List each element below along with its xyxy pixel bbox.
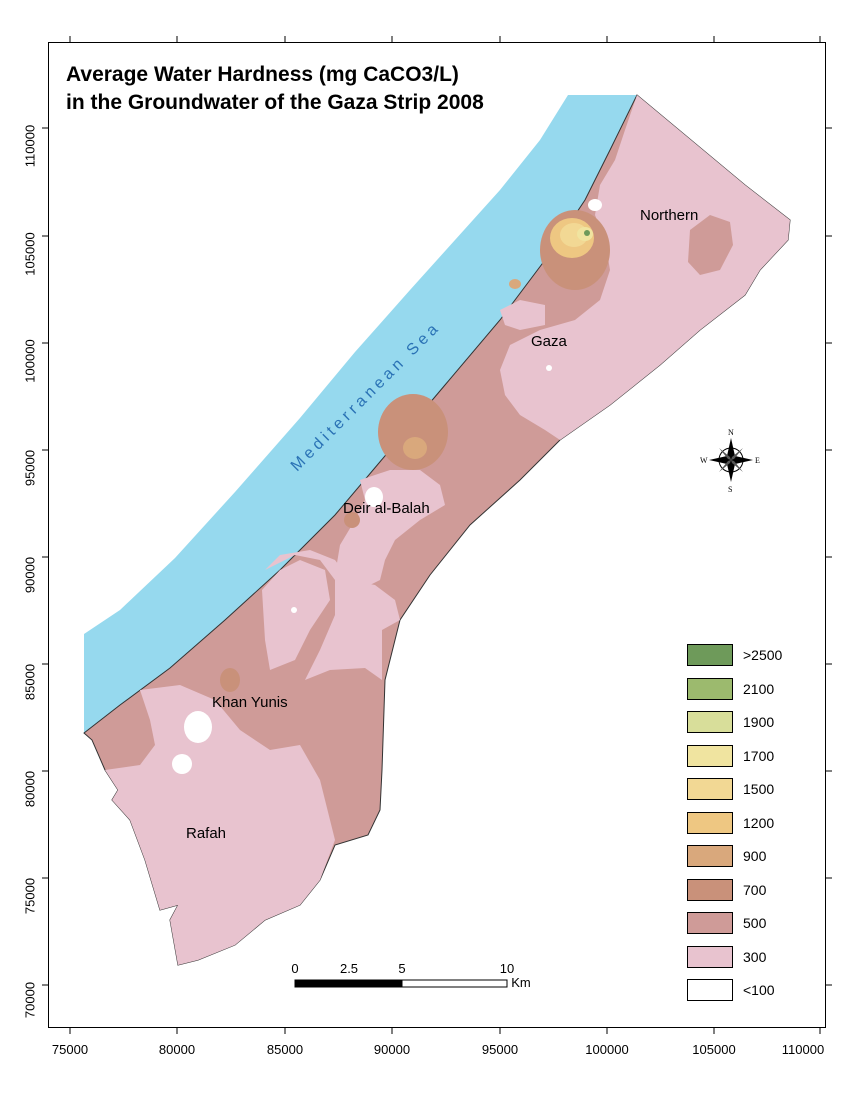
x-axis-label: 85000: [266, 1042, 304, 1057]
zone-100-deir: [365, 487, 383, 507]
zone-900-middle: [403, 437, 427, 459]
legend-label: >2500: [743, 647, 783, 663]
place-gaza: Gaza: [531, 333, 567, 350]
zone-300-middle: [335, 470, 445, 590]
axis-ticks: [42, 36, 832, 1034]
x-axis-label: 110000: [781, 1042, 825, 1057]
legend-label: <100: [743, 982, 775, 998]
zone-700-khan: [220, 668, 240, 692]
legend-swatch: [687, 979, 733, 1001]
zone-300-north-small: [500, 300, 545, 330]
y-axis-label: 80000: [22, 770, 38, 808]
place-northern: Northern: [640, 207, 699, 224]
legend-label: 1500: [743, 781, 775, 797]
compass-w: W: [700, 456, 708, 465]
legend-swatch: [687, 845, 733, 867]
zone-900-small-north: [509, 279, 521, 289]
place-rafah: Rafah: [186, 825, 227, 842]
y-axis-label: 75000: [22, 877, 38, 915]
x-axis-label: 80000: [158, 1042, 196, 1057]
y-axis-label: 100000: [22, 339, 38, 383]
legend-label: 300: [743, 948, 767, 965]
zone-100-rafah: [172, 754, 192, 774]
y-axis-label: 105000: [22, 232, 38, 276]
legend-label: 1200: [743, 814, 775, 831]
legend-swatch: [687, 878, 733, 901]
zone-100-mid-dot: [291, 607, 297, 613]
zone-300-south: [105, 685, 335, 965]
x-axis-label: 105000: [692, 1042, 736, 1057]
y-axis-label: 85000: [22, 663, 38, 701]
zone-700-middle: [378, 394, 448, 470]
map-title-line1: Average Water Hardness (mg CaCO3/L): [66, 63, 459, 86]
legend-swatch: [687, 778, 733, 800]
legend-swatch: [687, 711, 733, 733]
scale-tick-0: 0: [291, 961, 299, 976]
compass-s: S: [728, 485, 732, 494]
legend-swatch: [687, 677, 733, 700]
map-title-line2: in the Groundwater of the Gaza Strip 200…: [66, 91, 484, 114]
compass-rose-icon: N S E W: [700, 428, 760, 494]
compass-e: E: [755, 456, 760, 465]
legend-swatch: [687, 811, 733, 834]
legend-swatch: [687, 912, 733, 934]
scale-tick-10: 10: [499, 961, 515, 976]
legend-swatch: [687, 945, 733, 968]
scale-tick-5: 5: [398, 961, 406, 976]
zone-300-northeast: [500, 95, 790, 440]
legend-label: 1700: [743, 747, 775, 764]
zone-100-khan: [184, 711, 212, 743]
legend-label: 2100: [743, 680, 775, 697]
zone-500-northern-island: [688, 215, 733, 275]
zone-2500-gaza: [584, 230, 590, 236]
legend-label: 700: [743, 881, 767, 898]
legend-swatch: [687, 644, 733, 666]
x-axis-label: 75000: [51, 1042, 89, 1057]
x-axis-label: 100000: [585, 1042, 629, 1057]
zone-300-east-khan: [262, 560, 330, 670]
legend-swatch: [687, 744, 733, 767]
zone-300-khan-yunis: [265, 550, 400, 680]
scale-unit: Km: [511, 975, 531, 990]
mediterranean-sea: [84, 95, 637, 733]
zone-100-north: [588, 199, 602, 211]
y-axis-label: 110000: [22, 124, 38, 168]
map-frame: [48, 42, 826, 1028]
place-deir-al-balah: Deir al-Balah: [343, 500, 430, 517]
compass-n: N: [728, 428, 734, 437]
legend-label: 500: [743, 915, 767, 931]
x-axis-label: 90000: [373, 1042, 411, 1057]
y-axis-label: 70000: [22, 981, 38, 1019]
place-khan-yunis: Khan Yunis: [212, 694, 288, 711]
scale-tick-2-5: 2.5: [339, 961, 359, 976]
zone-100-gaza-dot: [546, 365, 552, 371]
x-axis-label: 95000: [481, 1042, 519, 1057]
zone-700-deir: [344, 512, 360, 528]
scale-bar: [294, 979, 508, 988]
legend-label: 900: [743, 848, 767, 864]
legend-label: 1900: [743, 714, 775, 730]
y-axis-label: 95000: [22, 449, 38, 487]
y-axis-label: 90000: [22, 556, 38, 594]
